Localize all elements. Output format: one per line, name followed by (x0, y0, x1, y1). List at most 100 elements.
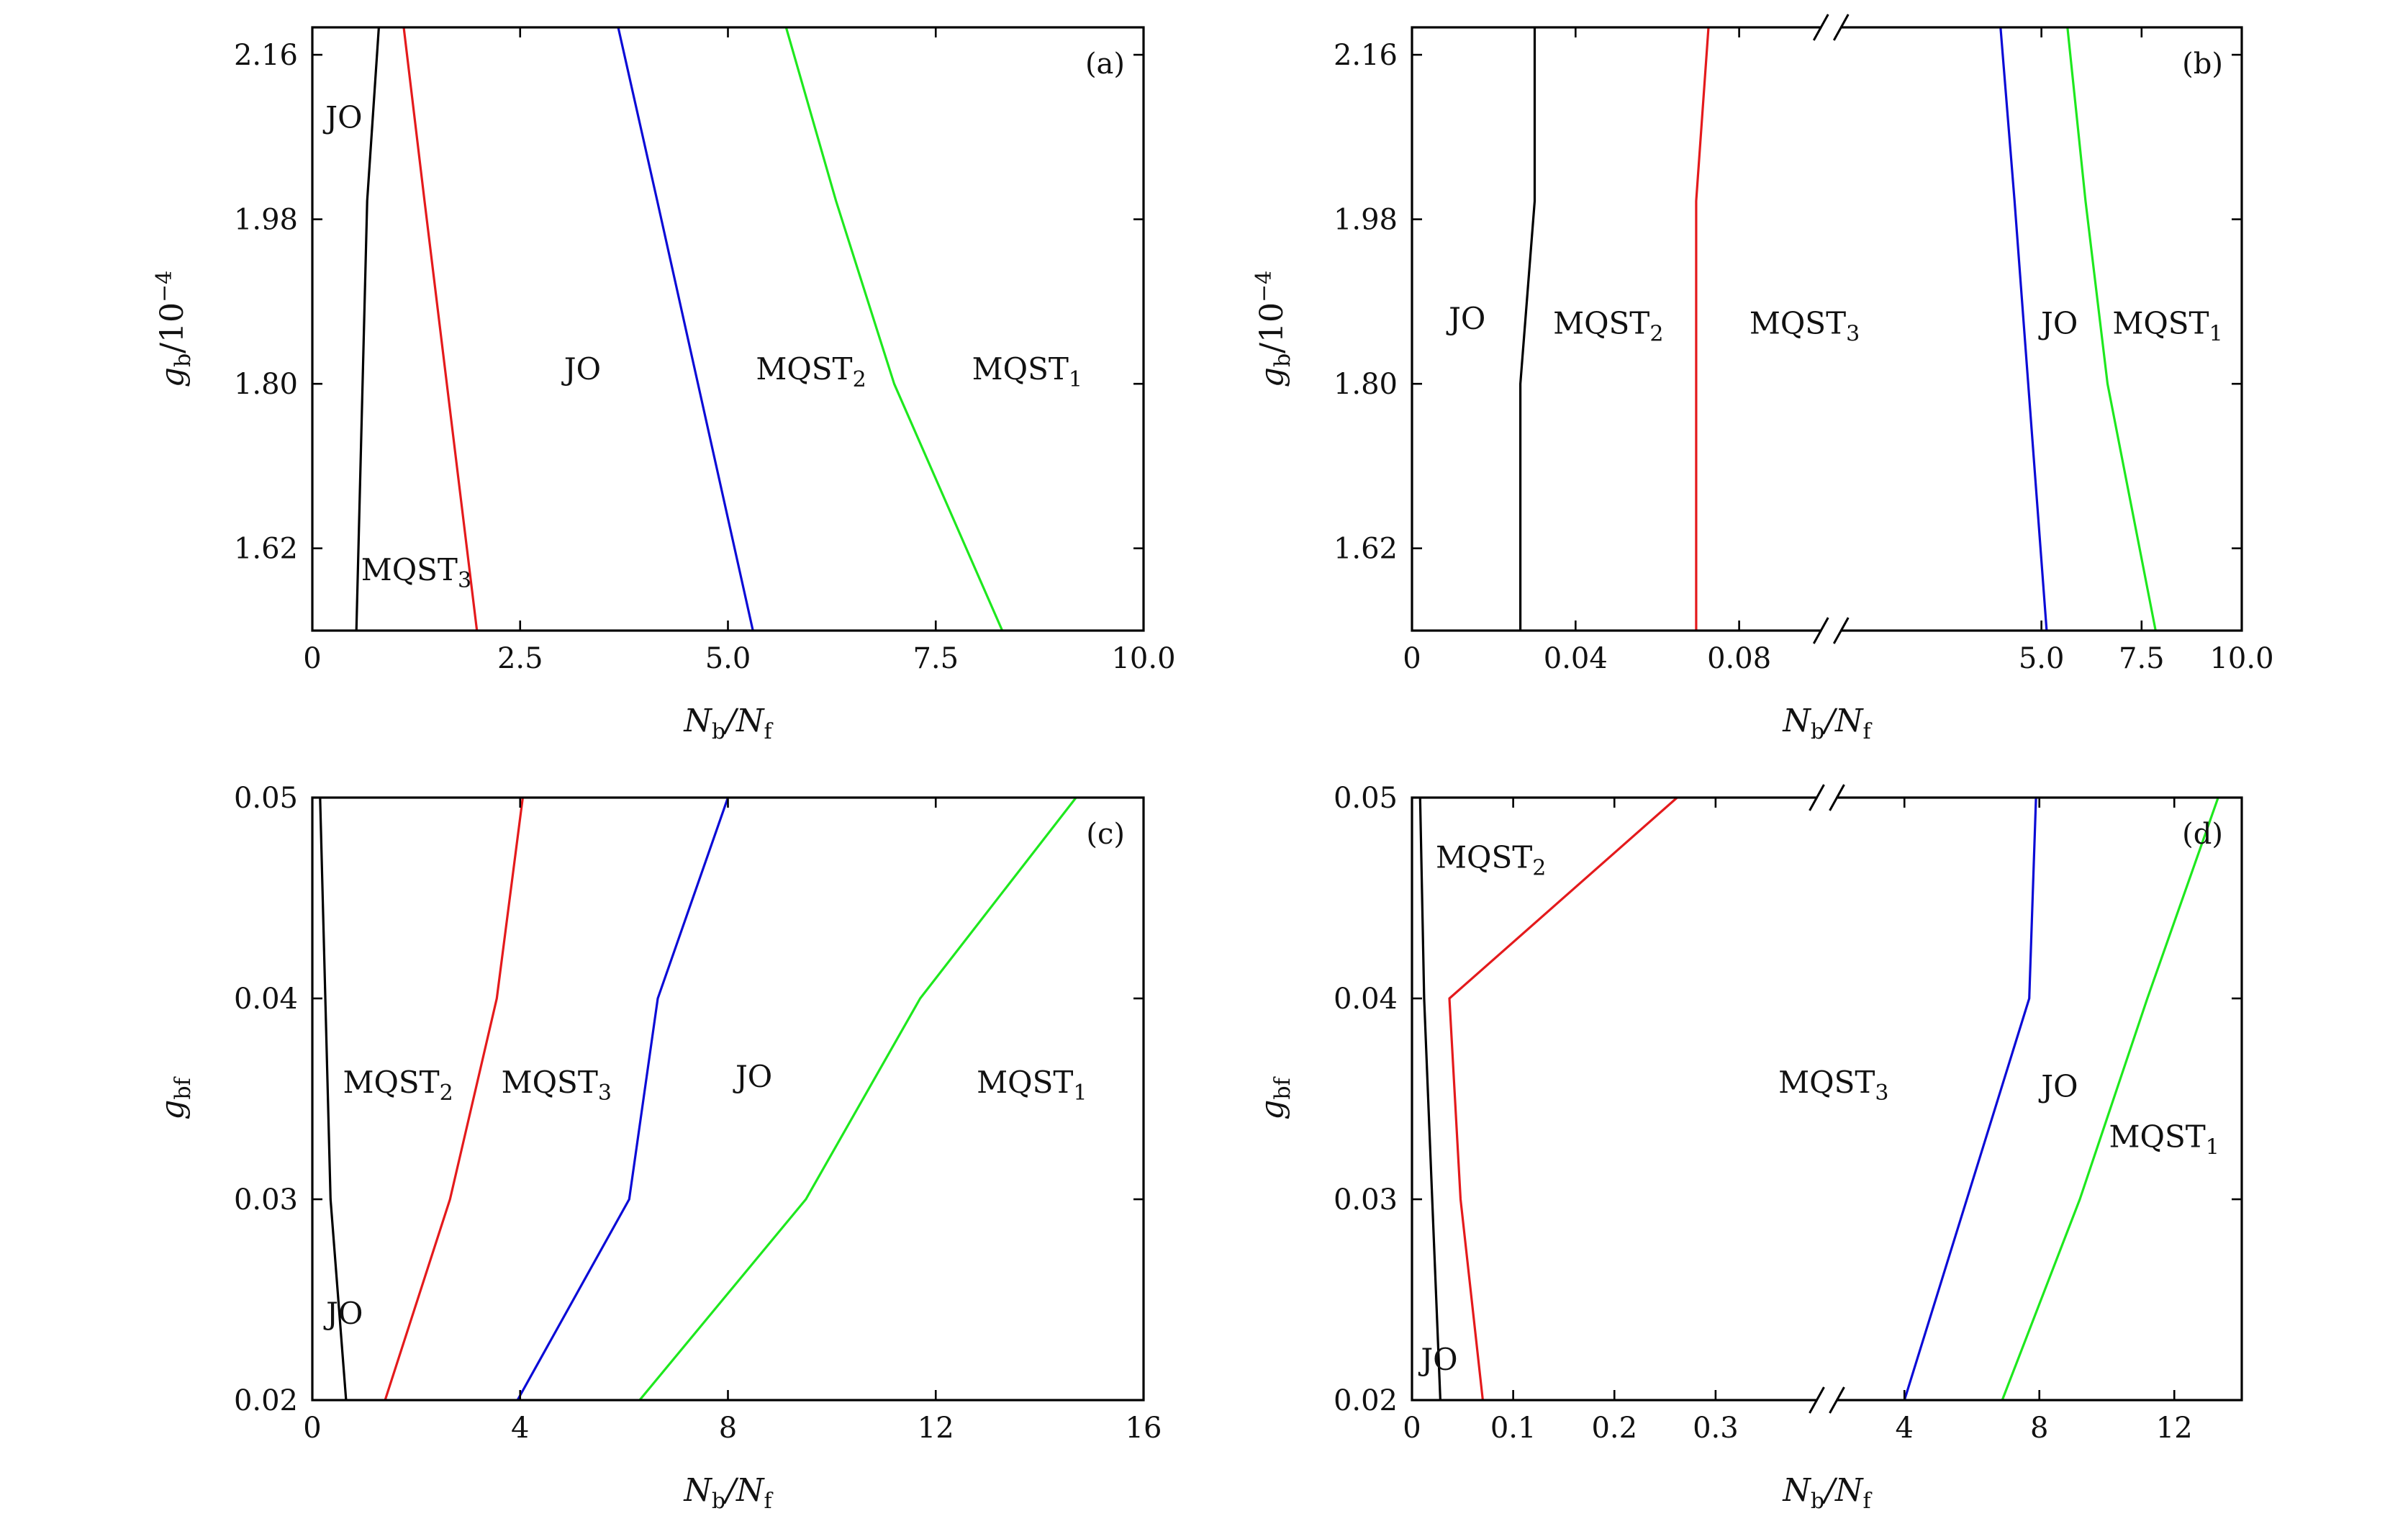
x-axis-label: Nb/Nf (1782, 703, 1872, 744)
region-label: JO (2038, 305, 2078, 340)
x-tick-label: 4 (1896, 1412, 1914, 1445)
plot-frame (311, 26, 1145, 632)
panel-b: 1.62 1.80 1.98 2.16 0 0.04 0.08 5.0 7.5 10.0 JO MQS… (1251, 14, 2274, 744)
region-label: JO (322, 100, 362, 135)
y-tick-label: 0.05 (1334, 782, 1398, 815)
x-tick-label: 0 (1403, 642, 1421, 675)
x-tick-label: 5.0 (705, 642, 751, 675)
y-axis-label: gbf (1254, 1076, 1295, 1119)
y-tick-label: 0.03 (1334, 1183, 1398, 1217)
curves (355, 27, 1004, 631)
panel-a: 1.62 1.80 1.98 2.16 0 2.5 5.0 7.5 10.0 JO JO MQST2 M… (152, 26, 1176, 744)
axis-break-mark (1829, 784, 1845, 811)
panel-tag: (c) (1086, 818, 1125, 851)
y-tick-label: 1.62 (1334, 533, 1398, 566)
region-label: MQST3 (502, 1065, 612, 1106)
x-tick-label: 0.08 (1707, 642, 1771, 675)
boundary-line-green (638, 798, 1077, 1400)
y-tick-label: 0.05 (234, 782, 298, 815)
panel-c: 0.02 0.03 0.04 0.05 0 4 8 12 16 MQST2 MQST3 JO MQST1… (154, 782, 1162, 1514)
panel-tag: (a) (1085, 48, 1125, 81)
axis-break-mark (1812, 14, 1829, 41)
region-label: MQST3 (361, 552, 471, 593)
x-tick-label: 0.2 (1591, 1412, 1637, 1445)
region-label: MQST1 (2109, 1119, 2219, 1160)
region-label: MQST1 (977, 1065, 1087, 1106)
y-tick-label: 0.02 (1334, 1384, 1398, 1417)
boundary-line-green (2001, 798, 2219, 1400)
region-label: MQST3 (1778, 1065, 1888, 1106)
boundary-line-green (2066, 27, 2157, 631)
x-tick-label: 0.3 (1693, 1412, 1739, 1445)
x-tick-label: 7.5 (2119, 642, 2165, 675)
region-label: JO (1446, 301, 1485, 336)
x-axis-label: Nb/Nf (683, 703, 773, 744)
boundary-line-black (319, 798, 348, 1400)
y-tick-label: 1.98 (1334, 204, 1398, 237)
axis-break-mark (1809, 1386, 1825, 1414)
axis-break-mark (1832, 617, 1850, 644)
boundary-line-red (402, 27, 479, 631)
panel-tag: (d) (2182, 818, 2223, 851)
curves (1519, 27, 2157, 631)
region-label: JO (561, 351, 601, 387)
boundary-line-black (1519, 27, 1536, 631)
x-axis-label: Nb/Nf (1782, 1472, 1872, 1514)
region-label: MQST2 (343, 1065, 453, 1106)
boundary-line-blue (617, 27, 754, 631)
x-tick-label: 0.1 (1490, 1412, 1536, 1445)
panel-tag: (b) (2182, 48, 2223, 81)
boundary-line-blue (1999, 27, 2048, 631)
boundary-line-blue (1903, 798, 2037, 1400)
boundary-line-black (1418, 798, 1441, 1400)
x-tick-label: 10.0 (1111, 642, 1175, 675)
x-tick-label: 7.5 (913, 642, 959, 675)
region-label: MQST1 (972, 351, 1082, 392)
curves (1418, 798, 2219, 1400)
x-tick-label: 0 (303, 642, 321, 675)
y-axis-label: gbf (154, 1076, 196, 1119)
boundary-line-red (384, 798, 524, 1400)
region-label: MQST2 (756, 351, 866, 392)
axis-break-mark (1832, 14, 1850, 41)
axis-break-mark (1812, 617, 1829, 644)
y-axis-label: gb/10−4 (152, 271, 196, 387)
x-tick-label: 10.0 (2209, 642, 2273, 675)
x-tick-label: 0 (1403, 1412, 1421, 1445)
region-label: JO (733, 1059, 772, 1094)
y-tick-label: 0.03 (234, 1183, 298, 1217)
y-tick-label: 0.04 (1334, 983, 1398, 1016)
x-tick-label: 8 (719, 1412, 737, 1445)
panel-d: 0.02 0.03 0.04 0.05 0 0.1 0.2 0.3 4 8 12 MQST2 MQST3… (1254, 782, 2243, 1514)
y-tick-label: 2.16 (234, 39, 298, 72)
region-label: MQST3 (1750, 305, 1860, 346)
boundary-line-green (784, 27, 1004, 631)
x-tick-label: 0.04 (1544, 642, 1608, 675)
curves (319, 798, 1077, 1400)
region-label: JO (1418, 1342, 1457, 1377)
axis-break-mark (1829, 1386, 1845, 1414)
region-label: MQST2 (1436, 840, 1546, 881)
y-tick-label: 2.16 (1334, 39, 1398, 72)
x-tick-label: 2.5 (497, 642, 543, 675)
y-tick-label: 0.04 (234, 983, 298, 1016)
axis-break-mark (1809, 784, 1825, 811)
y-tick-label: 1.98 (234, 204, 298, 237)
y-tick-label: 0.02 (234, 1384, 298, 1417)
x-axis-label: Nb/Nf (683, 1472, 773, 1514)
y-axis-label: gb/10−4 (1251, 271, 1295, 387)
region-label: MQST2 (1553, 305, 1663, 346)
boundary-line-red (1695, 27, 1710, 631)
x-tick-label: 0 (303, 1412, 321, 1445)
x-tick-label: 12 (918, 1412, 954, 1445)
x-tick-label: 4 (511, 1412, 529, 1445)
boundary-line-blue (516, 798, 730, 1400)
region-label: MQST1 (2112, 305, 2222, 346)
x-tick-label: 16 (1126, 1412, 1162, 1445)
boundary-line-red (1448, 798, 1678, 1400)
y-tick-label: 1.62 (234, 533, 298, 566)
y-tick-label: 1.80 (1334, 368, 1398, 401)
region-label: JO (323, 1296, 363, 1331)
x-tick-label: 8 (2030, 1412, 2048, 1445)
